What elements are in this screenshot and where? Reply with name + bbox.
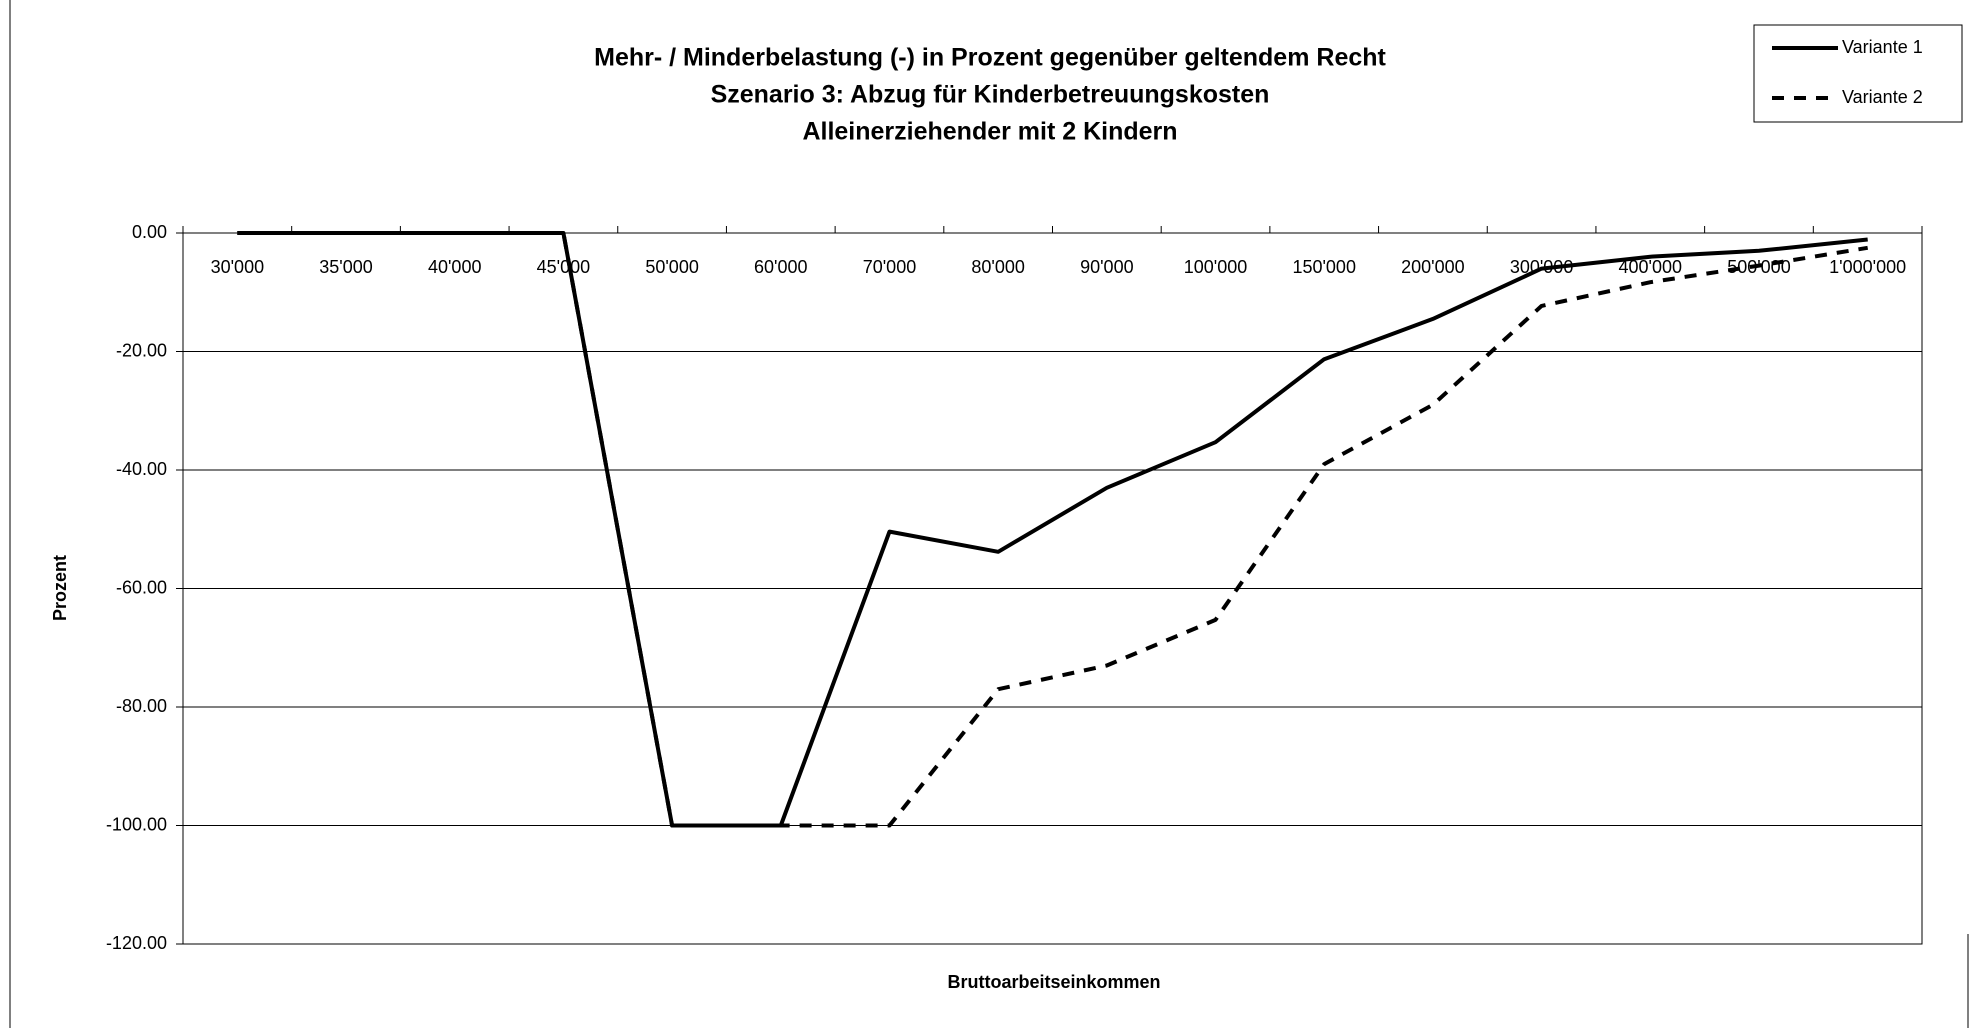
x-tick-label: 70'000: [863, 257, 917, 277]
series-line: [237, 231, 1868, 828]
x-tick-label: 200'000: [1401, 257, 1465, 277]
x-tick-label: 50'000: [645, 257, 699, 277]
x-tick-label: 60'000: [754, 257, 808, 277]
legend-box: [1753, 24, 1963, 123]
x-axis-label: Bruttoarbeitseinkommen: [947, 972, 1160, 992]
chart-subtitle: Szenario 3: Abzug für Kinderbetreuungsko…: [711, 81, 1270, 109]
chart-subtitle: Alleinerziehender mit 2 Kindern: [802, 118, 1177, 146]
y-tick-label: -40.00: [116, 459, 167, 479]
x-tick-label: 40'000: [428, 257, 482, 277]
y-tick-label: -100.00: [106, 814, 167, 834]
series-line: [237, 231, 1869, 828]
x-tick-label: 30'000: [211, 257, 265, 277]
y-tick-label: -80.00: [116, 696, 167, 716]
y-axis-label: Prozent: [50, 555, 70, 621]
y-tick-label: -120.00: [106, 933, 167, 953]
x-tick-label: 90'000: [1080, 257, 1134, 277]
x-tick-label: 400'000: [1619, 257, 1683, 277]
x-tick-label: 100'000: [1184, 257, 1248, 277]
y-tick-label: -60.00: [116, 577, 167, 597]
x-tick-label: 1'000'000: [1829, 257, 1906, 277]
x-tick-label: 35'000: [319, 257, 373, 277]
chart-title: Mehr- / Minderbelastung (-) in Prozent g…: [594, 44, 1386, 72]
x-tick-label: 45'000: [537, 257, 591, 277]
y-tick-label: 0.00: [132, 222, 167, 242]
legend-label: Variante 1: [1842, 37, 1923, 57]
x-tick-label: 150'000: [1292, 257, 1356, 277]
legend-label: Variante 2: [1842, 87, 1923, 107]
x-tick-label: 80'000: [971, 257, 1025, 277]
y-tick-label: -20.00: [116, 340, 167, 360]
